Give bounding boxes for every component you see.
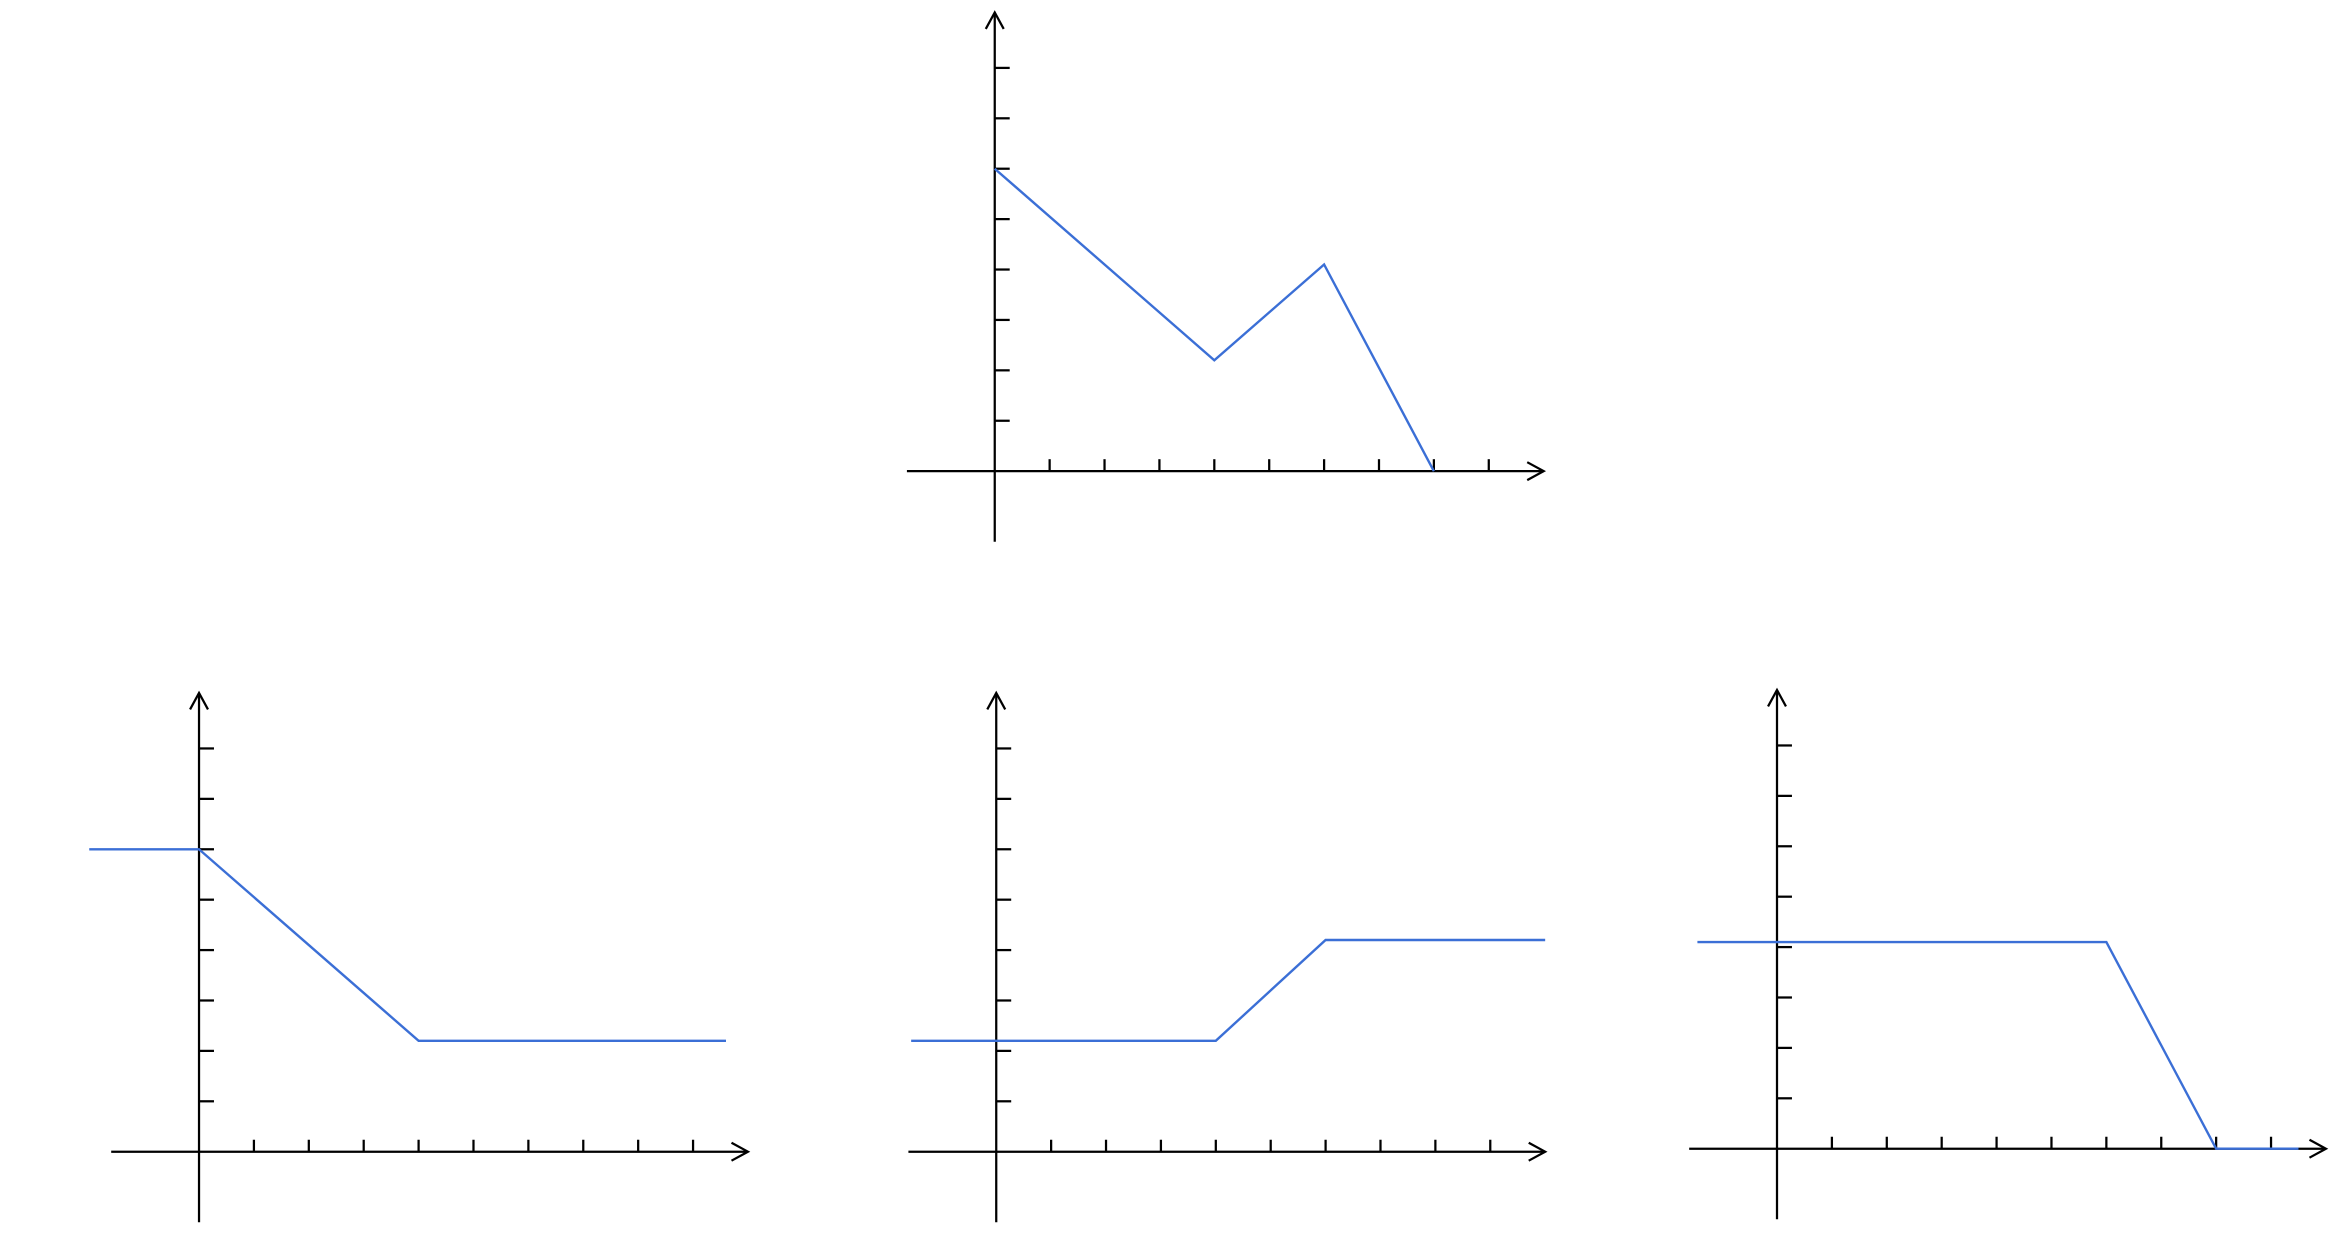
y-axis-arrow <box>984 10 1005 30</box>
line-series <box>1697 940 2299 1150</box>
x-axis-arrow <box>730 1141 751 1162</box>
line-series <box>993 167 1435 472</box>
line-series <box>911 938 1546 1043</box>
y-axis-arrow <box>189 690 209 711</box>
x-axis-arrow <box>2308 1138 2329 1159</box>
y-axis-arrow <box>1767 687 1787 708</box>
y-axis-arrow <box>986 690 1007 711</box>
line-series <box>89 848 726 1043</box>
x-axis-arrow <box>1526 461 1547 482</box>
x-axis-arrow <box>1528 1141 1548 1162</box>
